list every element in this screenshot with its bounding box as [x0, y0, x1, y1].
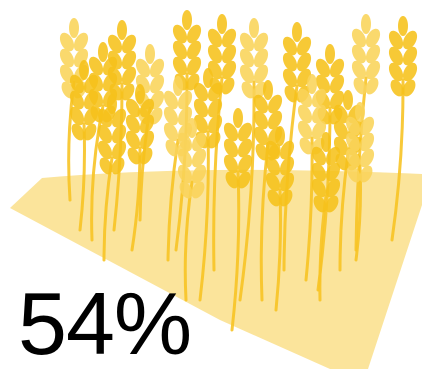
wheat-stalk — [390, 78, 405, 242]
wheat-stalk — [238, 80, 256, 302]
wheat-stalk — [198, 130, 210, 302]
wheat-stalk — [230, 170, 241, 332]
wheat-stalks — [57, 10, 420, 332]
percentage-label: 54% — [18, 274, 192, 373]
field-ground — [10, 169, 422, 369]
